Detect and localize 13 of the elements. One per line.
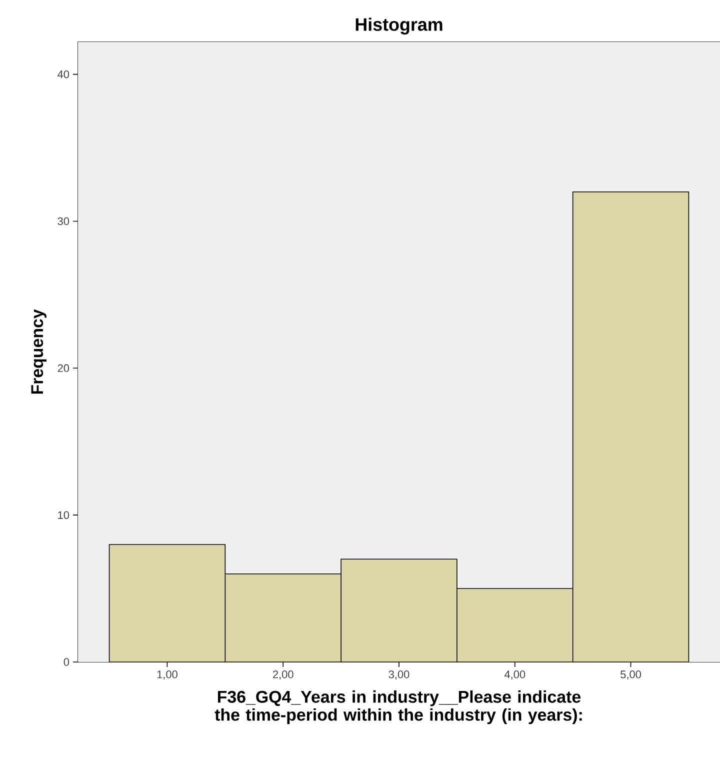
x-tick-label: 3,00 — [388, 670, 410, 680]
x-tick-label: 4,00 — [504, 670, 525, 680]
x-axis-title: F36_GQ4_Years in industry__Please indicate the time-period within the industry (in years): — [214, 690, 582, 724]
y-tick-label: 0 — [64, 658, 69, 666]
y-axis-title: Frequency — [31, 309, 46, 394]
y-tick-label: 30 — [58, 217, 69, 226]
x-tick-label: 2,00 — [272, 670, 294, 680]
x-tick-label: 1,00 — [157, 670, 178, 680]
x-tick-label: 5,00 — [620, 670, 641, 680]
y-tick-label: 40 — [57, 70, 69, 78]
y-tick-label: 20 — [58, 364, 69, 372]
y-tick-label: 10 — [58, 511, 69, 519]
chart-title: Histogram — [356, 18, 442, 34]
